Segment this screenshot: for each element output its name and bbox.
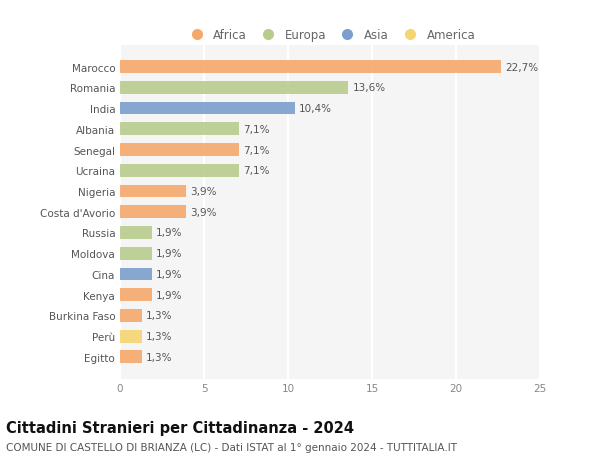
Text: 7,1%: 7,1%: [244, 166, 270, 176]
Bar: [120, 164, 239, 177]
Bar: [120, 247, 152, 260]
Text: 3,9%: 3,9%: [190, 207, 216, 217]
Bar: [120, 268, 152, 281]
Text: 1,9%: 1,9%: [156, 228, 182, 238]
Text: 1,3%: 1,3%: [146, 311, 173, 321]
Bar: [120, 61, 502, 74]
Text: 22,7%: 22,7%: [506, 62, 539, 73]
Text: 1,3%: 1,3%: [146, 331, 173, 341]
Bar: [120, 351, 142, 364]
Text: 1,3%: 1,3%: [146, 352, 173, 362]
Bar: [120, 123, 239, 136]
Text: Cittadini Stranieri per Cittadinanza - 2024: Cittadini Stranieri per Cittadinanza - 2…: [6, 420, 354, 435]
Text: 1,9%: 1,9%: [156, 290, 182, 300]
Bar: [120, 102, 295, 115]
Bar: [120, 206, 185, 218]
Text: 1,9%: 1,9%: [156, 249, 182, 259]
Bar: [120, 144, 239, 157]
Bar: [120, 289, 152, 302]
Bar: [120, 309, 142, 322]
Text: 1,9%: 1,9%: [156, 269, 182, 280]
Bar: [120, 185, 185, 198]
Text: 7,1%: 7,1%: [244, 124, 270, 134]
Text: 7,1%: 7,1%: [244, 145, 270, 155]
Bar: [120, 330, 142, 343]
Bar: [120, 227, 152, 240]
Text: 10,4%: 10,4%: [299, 104, 332, 114]
Legend: Africa, Europa, Asia, America: Africa, Europa, Asia, America: [181, 25, 479, 45]
Text: 3,9%: 3,9%: [190, 187, 216, 196]
Text: 13,6%: 13,6%: [353, 83, 386, 93]
Text: COMUNE DI CASTELLO DI BRIANZA (LC) - Dati ISTAT al 1° gennaio 2024 - TUTTITALIA.: COMUNE DI CASTELLO DI BRIANZA (LC) - Dat…: [6, 442, 457, 452]
Bar: [120, 82, 349, 95]
